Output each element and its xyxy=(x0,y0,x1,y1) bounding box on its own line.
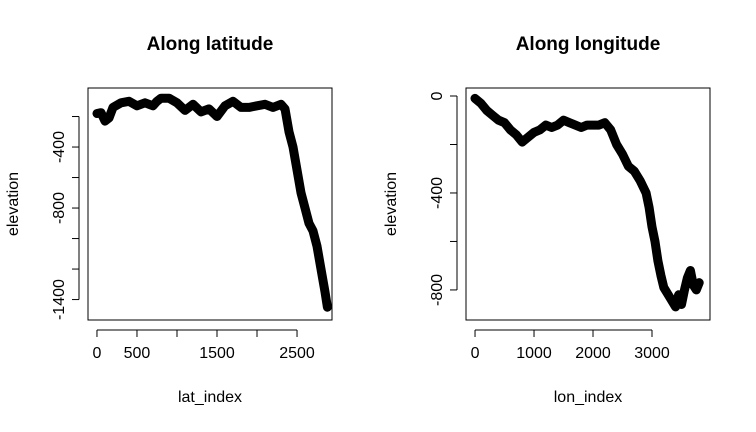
y-axis-label: elevation xyxy=(383,172,400,236)
y-tick-label: 0 xyxy=(429,91,446,100)
y-tick-label: -400 xyxy=(51,131,68,163)
data-line xyxy=(92,93,332,312)
plot-box xyxy=(87,87,333,321)
x-tick-label: 1000 xyxy=(516,345,552,362)
x-tick-label: 500 xyxy=(124,345,151,362)
x-tick-label: 3000 xyxy=(634,345,670,362)
y-axis-label: elevation xyxy=(5,172,22,236)
x-axis-label: lon_index xyxy=(554,389,623,406)
x-axis-label: lat_index xyxy=(178,389,242,406)
x-tick-label: 2500 xyxy=(279,345,315,362)
y-tick-label: -400 xyxy=(429,177,446,209)
y-tick-label: -1400 xyxy=(51,279,68,320)
x-tick-label: 2000 xyxy=(575,345,611,362)
plot-box xyxy=(465,87,711,321)
x-tick-label: 1500 xyxy=(199,345,235,362)
chart-title: Along latitude xyxy=(147,34,274,55)
y-tick-label: -800 xyxy=(51,192,68,224)
data-line xyxy=(470,93,704,312)
y-tick-label: -800 xyxy=(429,274,446,306)
x-tick-label: 0 xyxy=(471,345,480,362)
chart-title: Along longitude xyxy=(516,34,661,55)
x-tick-label: 0 xyxy=(93,345,102,362)
